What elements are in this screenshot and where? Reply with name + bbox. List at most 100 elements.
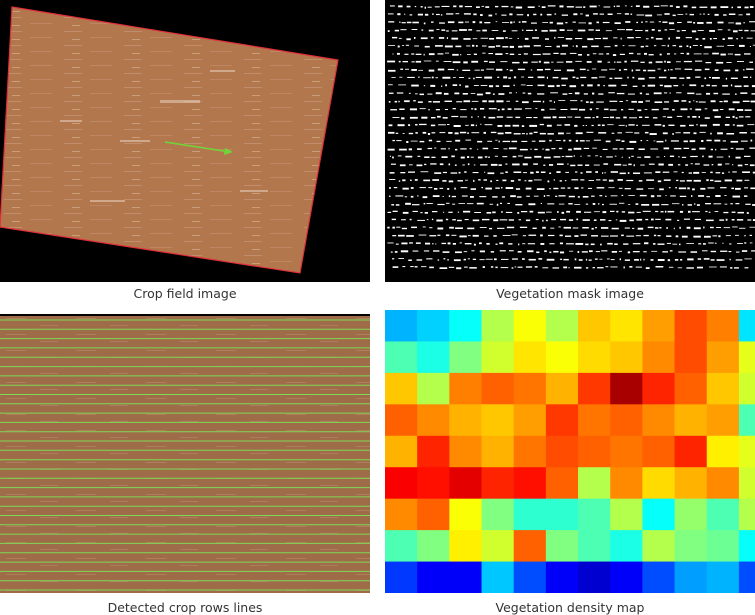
mask-vegetation-row [391, 163, 755, 167]
mask-vegetation-row [392, 234, 752, 238]
density-cell [738, 341, 755, 374]
mask-vegetation-row [387, 13, 751, 17]
density-cell [513, 310, 547, 342]
density-cell [642, 498, 676, 531]
caption-crop-field-image: Crop field image [133, 286, 237, 301]
crop-field-image [0, 6, 339, 274]
density-cell [449, 467, 483, 500]
mask-vegetation-row [392, 266, 749, 270]
density-cell [642, 310, 676, 342]
density-cell [385, 310, 418, 342]
density-cell [706, 467, 740, 500]
density-cell [481, 561, 515, 593]
mask-vegetation-row [387, 29, 755, 33]
vegetation-density-map-panel [385, 310, 755, 593]
density-cell [449, 498, 483, 531]
density-cell [385, 435, 418, 468]
density-cell [513, 498, 547, 531]
density-cell [674, 467, 708, 500]
mask-vegetation-row [390, 108, 752, 112]
mask-vegetation-row [387, 60, 753, 64]
mask-vegetation-row [392, 36, 753, 41]
density-cell [706, 341, 740, 374]
density-cell [610, 530, 643, 563]
density-cell [513, 341, 547, 374]
density-cell [481, 372, 515, 405]
density-cell [610, 404, 643, 437]
density-cell [545, 341, 579, 374]
density-cell [674, 372, 708, 405]
mask-vegetation-row [391, 202, 755, 206]
density-cell [385, 498, 418, 531]
density-cell [481, 310, 515, 342]
density-cell [578, 467, 611, 500]
density-cell [545, 498, 579, 531]
density-cell [706, 498, 740, 531]
density-cell [610, 561, 643, 593]
density-cell [706, 561, 740, 593]
row-direction-arrow [164, 141, 231, 153]
density-cell [481, 498, 515, 531]
mask-vegetation-row [387, 242, 753, 246]
detected-crop-rows-panel [0, 314, 370, 593]
mask-vegetation-row [392, 258, 752, 262]
mask-vegetation-row [392, 139, 753, 143]
mask-vegetation-row [391, 76, 752, 80]
density-cell [513, 372, 547, 405]
density-cell [578, 435, 611, 468]
density-cell [545, 372, 579, 405]
density-cell [738, 498, 755, 531]
density-cell [417, 372, 450, 405]
density-cell [642, 530, 676, 563]
density-cell [578, 561, 611, 593]
density-cell [481, 341, 515, 374]
density-cell [738, 404, 755, 437]
density-cell [513, 467, 547, 500]
density-cell [578, 372, 611, 405]
density-cell [449, 435, 483, 468]
detected-crop-rows-image [0, 316, 370, 593]
field-area [0, 7, 338, 273]
vegetation-mask-image-panel [385, 0, 755, 282]
mask-vegetation-row [388, 131, 755, 135]
mask-vegetation-row [389, 155, 751, 159]
mask-vegetation-row [389, 5, 754, 9]
density-cell [610, 310, 643, 342]
density-cell [642, 467, 676, 500]
density-cell [417, 404, 450, 437]
density-cell [706, 372, 740, 405]
density-cell [545, 310, 579, 342]
density-cell [610, 435, 643, 468]
density-cell [578, 310, 611, 342]
vegetation-mask-image [387, 5, 755, 270]
density-cell [674, 341, 708, 374]
density-cell [642, 404, 676, 437]
density-cell [674, 435, 708, 468]
density-cell [642, 372, 676, 405]
density-cell [513, 435, 547, 468]
mask-vegetation-row [389, 171, 755, 175]
mask-vegetation-row [388, 21, 755, 25]
field-boundary [0, 6, 339, 274]
density-cell [706, 404, 740, 437]
density-cell [610, 467, 643, 500]
density-cell [481, 467, 515, 500]
density-cell [513, 530, 547, 563]
density-cell [545, 435, 579, 468]
density-cell [578, 530, 611, 563]
mask-vegetation-row [387, 147, 755, 151]
density-cell [738, 530, 755, 563]
density-cell [642, 341, 676, 374]
density-cell [610, 341, 643, 374]
density-cell [642, 561, 676, 593]
density-cell [417, 498, 450, 531]
vegetation-density-map [385, 310, 755, 593]
mask-vegetation-row [388, 44, 755, 49]
density-cell [385, 341, 418, 374]
density-cell [385, 372, 418, 405]
crop-field-image-panel [0, 0, 370, 282]
density-cell [706, 310, 740, 342]
density-cell [417, 530, 450, 563]
density-cell [513, 404, 547, 437]
density-cell [417, 310, 450, 342]
